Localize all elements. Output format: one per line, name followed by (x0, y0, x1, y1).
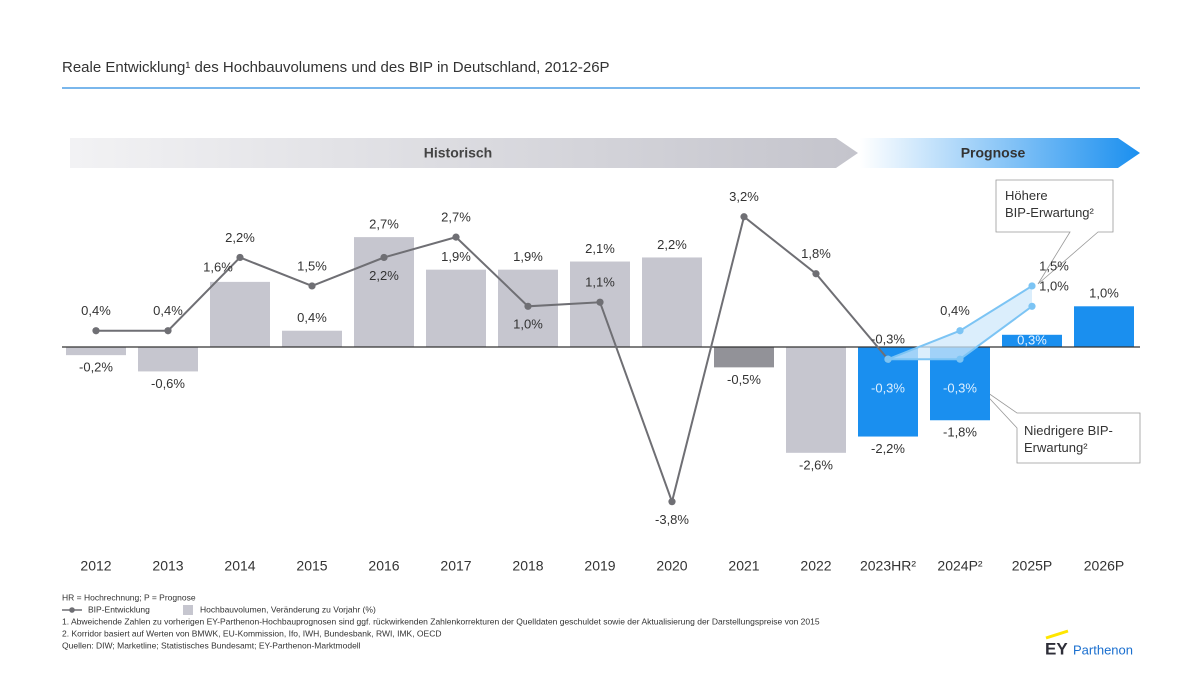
bar-value-label: 0,3% (1017, 332, 1047, 347)
line-marker (164, 327, 172, 335)
annotation: Niedrigere BIP-Erwartung² (1024, 423, 1113, 455)
legend-swatch (183, 605, 193, 615)
line-value-label: -0,3% (871, 381, 905, 396)
x-tick-label: 2012 (80, 558, 111, 574)
line-value-label: 0,4% (940, 303, 970, 318)
bar (282, 330, 342, 347)
callout-box (995, 179, 1114, 285)
labels: -0,2% -0,6% 1,6% 0,4% 2,7% 1,9% 1,9% 2,1% 2,2% -0… (79, 189, 1119, 527)
logo-mark (1045, 629, 1069, 640)
x-tick-label: 2021 (728, 558, 759, 574)
forecast-arrow (860, 138, 1140, 168)
bar-value-label: 1,9% (441, 249, 471, 264)
x-tick-label: 2015 (296, 558, 327, 574)
logo-brand: EY (1045, 639, 1068, 658)
bar-value-label: -0,2% (79, 360, 113, 375)
bar-value-label: 2,2% (657, 237, 687, 252)
bar (138, 347, 198, 372)
line-value-label: 1,0% (1039, 279, 1069, 294)
line-value-label: 2,2% (369, 268, 399, 283)
chart-title: Reale Entwicklung¹ des Hochbauvolumens u… (62, 59, 610, 76)
x-tick-label: 2016 (368, 558, 399, 574)
footnote: HR = Hochrechnung; P = Prognose (62, 592, 196, 602)
bar (1074, 306, 1134, 347)
x-tick-label: 2024P² (937, 558, 982, 574)
x-tick-label: 2013 (152, 558, 183, 574)
line-value-label: 1,8% (801, 246, 831, 261)
line-marker (524, 302, 532, 310)
line-marker (956, 327, 964, 335)
line-value-label: 3,2% (729, 189, 759, 204)
bar (426, 269, 486, 347)
footnote: 1. Abweichende Zahlen zu vorherigen EY-P… (62, 616, 820, 626)
x-tick-label: 2026P (1084, 558, 1124, 574)
bar-value-label: 1,6% (203, 259, 233, 274)
bar-value-label: -2,6% (799, 457, 833, 472)
bar-value-label: 0,4% (297, 310, 327, 325)
line-value-label: -0,3% (871, 332, 905, 347)
line-marker (668, 498, 676, 506)
line-marker (452, 233, 460, 241)
line-marker (812, 270, 820, 278)
x-tick-label: 2018 (512, 558, 543, 574)
bar (786, 347, 846, 453)
bar-value-label: 1,9% (513, 249, 543, 264)
line-value-label: 0,4% (153, 303, 183, 318)
bar-value-label: 2,1% (585, 241, 615, 256)
line-value-label: 1,0% (513, 317, 543, 332)
bar (714, 347, 774, 368)
line-marker (380, 253, 388, 262)
bar (642, 257, 702, 347)
x-tick-label: 2017 (440, 558, 471, 574)
line-value-label: -3,8% (655, 512, 689, 527)
legend-label: BIP-Entwicklung (88, 604, 150, 614)
footnote: 2. Korridor basiert auf Werten von BMWK,… (62, 628, 441, 638)
bar-value-label: 2,7% (369, 217, 399, 232)
line-marker (92, 327, 100, 335)
annotation: Höhere BIP-Erwartung² (1005, 188, 1095, 220)
x-tick-label: 2022 (800, 558, 831, 574)
bar-value-label: -2,2% (871, 441, 905, 456)
phase-label: Historisch (424, 145, 492, 161)
lines (92, 213, 1036, 506)
line-marker (740, 213, 748, 221)
line-value-label: 2,2% (225, 230, 255, 245)
line-value-label: 2,7% (441, 210, 471, 225)
line-marker (236, 253, 244, 262)
line-value-label: 1,5% (297, 258, 327, 273)
footnote: Quellen: DIW; Marketline; Statistisches … (62, 640, 361, 650)
x-tick-label: 2019 (584, 558, 615, 574)
line-value-label: -0,3% (943, 381, 977, 396)
x-tick-label: 2023HR² (860, 558, 916, 574)
legend-marker (69, 607, 75, 613)
historic-arrow (70, 138, 858, 168)
logo-name: Parthenon (1073, 642, 1133, 657)
bar (354, 237, 414, 347)
bar-value-label: -1,8% (943, 425, 977, 440)
x-tick-label: 2025P (1012, 558, 1052, 574)
bar (66, 347, 126, 356)
bar-value-label: -0,5% (727, 372, 761, 387)
x-tick-label: 2020 (656, 558, 687, 574)
bar-value-label: -0,6% (151, 376, 185, 391)
bar-value-label: 1,0% (1089, 286, 1119, 301)
line-marker (884, 355, 892, 363)
bar (210, 281, 270, 347)
line (96, 215, 889, 506)
line-value-label: 1,1% (585, 275, 615, 290)
line-marker (308, 282, 316, 290)
legend-label: Hochbauvolumen, Veränderung zu Vorjahr (… (200, 604, 376, 614)
line-marker (1028, 302, 1036, 310)
line-value-label: 0,4% (81, 303, 111, 318)
line-value-label: 1,5% (1039, 258, 1069, 273)
line-marker (956, 355, 964, 363)
line-marker (596, 298, 604, 306)
line-marker (1028, 282, 1036, 290)
phase-label: Prognose (961, 145, 1026, 161)
corridor-area (888, 285, 1032, 360)
x-tick-label: 2014 (224, 558, 255, 574)
bar (1002, 334, 1062, 347)
